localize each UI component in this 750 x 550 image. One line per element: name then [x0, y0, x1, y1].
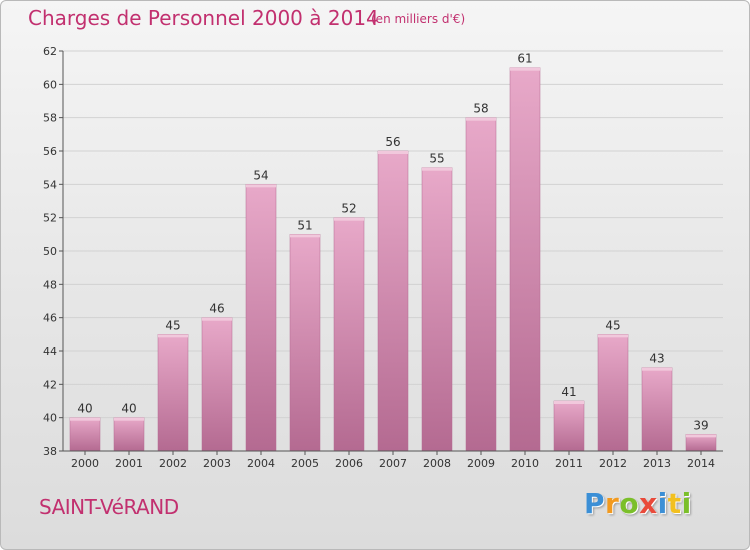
value-label: 55: [429, 152, 444, 166]
x-tick-label: 2006: [335, 457, 363, 470]
bar-2005: [289, 234, 321, 452]
y-tick-label: 40: [43, 412, 57, 425]
x-tick-label: 2001: [115, 457, 143, 470]
y-tick-label: 44: [43, 345, 57, 358]
bar-highlight: [114, 417, 144, 421]
value-label: 45: [165, 318, 180, 332]
bar-highlight: [686, 434, 716, 438]
x-tick-label: 2011: [555, 457, 583, 470]
value-label: 45: [605, 318, 620, 332]
x-tick-label: 2009: [467, 457, 495, 470]
chart-subtitle: (en milliers d'€): [371, 12, 466, 26]
bar-highlight: [554, 401, 584, 404]
bar-highlight: [378, 151, 408, 154]
bar-2004: [245, 184, 277, 452]
logo-letter: r: [605, 487, 620, 520]
y-tick-label: 42: [43, 378, 57, 391]
chart-title: Charges de Personnel 2000 à 2014: [28, 6, 379, 30]
bars: 40 40 45 46 54 51 52 56 55 58 61 41 45 43 39: [69, 52, 717, 452]
bar-2009: [465, 117, 497, 452]
bar-highlight: [246, 184, 276, 188]
x-tick-label: 2000: [71, 457, 99, 470]
y-tick-label: 46: [43, 312, 57, 325]
x-tick-label: 2003: [203, 457, 231, 470]
logo-letter: o: [619, 487, 640, 520]
value-label: 51: [297, 218, 312, 232]
bar-highlight: [290, 234, 320, 238]
y-tick-label: 52: [43, 212, 57, 225]
bar-highlight: [598, 334, 628, 338]
value-label: 58: [473, 102, 488, 116]
bar-2007: [377, 150, 409, 452]
value-label: 61: [517, 52, 532, 66]
bar-2008: [421, 167, 453, 452]
value-label: 46: [209, 302, 224, 316]
bar-2002: [157, 334, 189, 452]
value-label: 40: [77, 402, 92, 416]
place-name: SAINT-VéRAND: [39, 495, 179, 519]
bar-2012: [597, 334, 629, 452]
bar-highlight: [510, 67, 540, 71]
bar-highlight: [334, 217, 364, 221]
x-tick-label: 2007: [379, 457, 407, 470]
bar-2000: [69, 417, 101, 452]
x-tick-label: 2012: [599, 457, 627, 470]
value-label: 39: [693, 418, 708, 432]
y-tick-label: 56: [43, 145, 57, 158]
x-tick-label: 2004: [247, 457, 275, 470]
logo-letter: x: [639, 487, 658, 520]
bar-2003: [201, 317, 233, 452]
bar-2011: [553, 400, 585, 452]
x-tick-label: 2002: [159, 457, 187, 470]
x-tick-label: 2014: [687, 457, 715, 470]
bar-2010: [509, 67, 541, 452]
y-tick-label: 48: [43, 278, 57, 291]
bar-highlight: [158, 334, 188, 338]
bar-highlight: [70, 417, 100, 421]
proxiti-logo: Proxiti: [584, 487, 692, 520]
bar-2006: [333, 217, 365, 452]
value-label: 54: [253, 168, 268, 182]
y-tick-label: 62: [43, 45, 57, 58]
logo-letter: t: [667, 487, 682, 520]
bar-highlight: [642, 367, 672, 371]
bar-highlight: [422, 167, 452, 171]
y-tick-label: 38: [43, 445, 57, 458]
logo-letter: i: [657, 487, 668, 520]
value-label: 41: [561, 385, 576, 399]
x-tick-label: 2008: [423, 457, 451, 470]
value-label: 52: [341, 202, 356, 216]
bar-2013: [641, 367, 673, 452]
bar-highlight: [202, 317, 232, 321]
value-label: 56: [385, 135, 400, 149]
value-label: 43: [649, 352, 664, 366]
x-tick-label: 2010: [511, 457, 539, 470]
bar-2001: [113, 417, 145, 452]
logo-letter: P: [584, 487, 606, 520]
value-label: 40: [121, 402, 136, 416]
y-tick-label: 58: [43, 112, 57, 125]
y-tick-label: 60: [43, 78, 57, 91]
y-tick-label: 50: [43, 245, 57, 258]
x-tick-label: 2013: [643, 457, 671, 470]
bar-highlight: [466, 117, 496, 121]
y-tick-label: 54: [43, 178, 57, 191]
logo-letter: i: [681, 487, 692, 520]
axes: 38 40 42 44 46 48 50 52 54 56 58 60 62 2000 2001 2002 20…: [43, 45, 723, 470]
x-tick-label: 2005: [291, 457, 319, 470]
